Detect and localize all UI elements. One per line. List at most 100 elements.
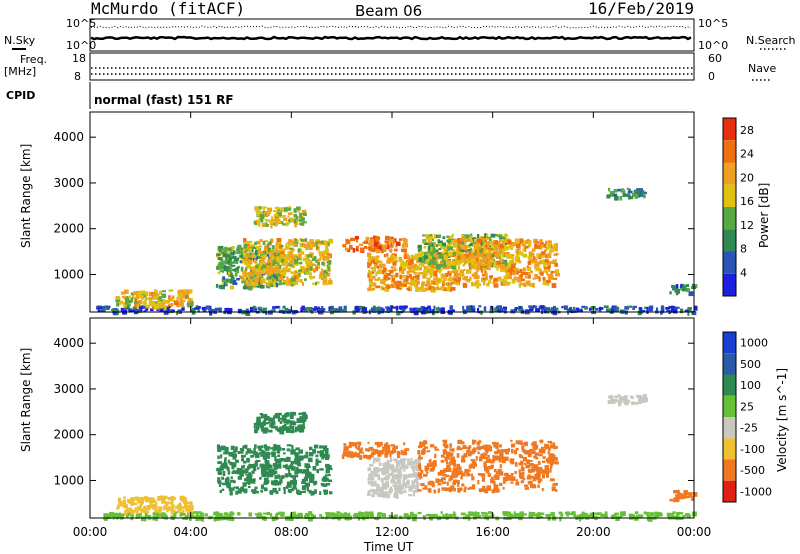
echo-cell <box>278 417 283 420</box>
echo-cell <box>309 446 313 450</box>
echo-cell <box>326 465 332 470</box>
echo-cell <box>406 270 410 275</box>
echo-cell <box>291 283 294 287</box>
echo-cell <box>474 274 478 280</box>
echo-cell <box>152 304 156 310</box>
echo-cell <box>442 473 447 477</box>
echo-cell <box>496 265 499 271</box>
echo-cell <box>266 511 270 516</box>
echo-cell <box>368 256 371 259</box>
echo-cell <box>471 476 475 481</box>
echo-cell <box>483 278 486 281</box>
echo-cell <box>243 238 247 243</box>
echo-cell <box>355 514 358 519</box>
echo-cell <box>537 484 540 488</box>
echo-cell <box>385 491 389 495</box>
echo-cell <box>472 258 477 263</box>
echo-cell <box>434 448 440 451</box>
echo-cell <box>437 242 442 246</box>
echo-cell <box>507 262 510 267</box>
echo-cell <box>448 478 452 482</box>
echo-cell <box>665 307 671 310</box>
echo-cell <box>526 464 531 469</box>
echo-cell <box>475 248 480 253</box>
echo-cell <box>453 513 457 516</box>
echo-cell <box>323 243 326 246</box>
echo-cell <box>473 466 476 469</box>
echo-cell <box>322 256 326 261</box>
echo-cell <box>479 237 485 240</box>
echo-cell <box>296 459 301 464</box>
echo-cell <box>291 467 296 471</box>
echo-cell <box>438 269 441 274</box>
echo-cell <box>572 307 576 310</box>
echo-cell <box>499 249 502 254</box>
echo-cell <box>307 463 310 467</box>
colorbar-tick-label: -1000 <box>740 485 772 498</box>
echo-cell <box>228 247 233 251</box>
echo-cell <box>436 306 440 311</box>
echo-cell <box>272 267 278 270</box>
echo-cell <box>402 450 406 453</box>
echo-cell <box>218 470 222 476</box>
echo-cell <box>485 276 489 281</box>
echo-cell <box>280 254 283 259</box>
echo-cell <box>550 478 555 482</box>
echo-cell <box>380 308 385 312</box>
echo-cell <box>607 308 612 313</box>
echo-cell <box>218 307 222 312</box>
echo-cell <box>145 511 150 514</box>
echo-cell <box>396 476 401 481</box>
echo-cell <box>224 478 230 483</box>
echo-cell <box>328 278 332 281</box>
echo-cell <box>380 249 384 254</box>
echo-cell <box>671 285 676 289</box>
noise-tick-left-top: 10^5 <box>66 17 96 30</box>
echo-cell <box>326 260 330 264</box>
echo-cell <box>470 248 473 251</box>
echo-cell <box>448 254 451 259</box>
echo-cell <box>443 249 447 253</box>
echo-cell <box>137 300 143 304</box>
echo-cell <box>453 260 459 264</box>
echo-cell <box>417 248 422 253</box>
echo-cell <box>547 255 550 259</box>
echo-cell <box>301 481 306 484</box>
echo-cell <box>371 282 377 287</box>
power-cbar-label: Power [dB] <box>757 183 771 248</box>
echo-cell <box>274 272 278 275</box>
echo-cell <box>642 190 645 195</box>
echo-cell <box>518 260 522 264</box>
echo-cell <box>497 262 500 268</box>
echo-cell <box>304 254 310 257</box>
echo-cell <box>483 463 487 468</box>
echo-cell <box>641 309 646 312</box>
echo-cell <box>397 453 401 459</box>
echo-cell <box>379 441 383 446</box>
echo-cell <box>516 277 522 283</box>
echo-cell <box>485 512 488 517</box>
echo-cell <box>483 241 488 247</box>
echo-cell <box>257 512 262 517</box>
echo-cell <box>381 270 385 275</box>
echo-cell <box>619 196 623 201</box>
echo-cell <box>452 461 456 465</box>
echo-cell <box>494 260 498 265</box>
echo-cell <box>216 511 219 517</box>
echo-cell <box>309 480 314 483</box>
echo-cell <box>267 207 273 212</box>
echo-cell <box>281 258 285 263</box>
echo-cell <box>367 467 372 472</box>
echo-cell <box>611 399 616 404</box>
echo-cell <box>243 252 247 256</box>
echo-cell <box>438 248 442 251</box>
echo-cell <box>393 266 396 270</box>
echo-cell <box>223 463 228 469</box>
echo-cell <box>275 490 279 495</box>
echo-cell <box>126 511 130 516</box>
echo-cell <box>446 465 451 470</box>
echo-cell <box>251 253 254 258</box>
echo-cell <box>418 464 422 468</box>
echo-cell <box>389 450 394 454</box>
echo-cell <box>274 470 278 475</box>
